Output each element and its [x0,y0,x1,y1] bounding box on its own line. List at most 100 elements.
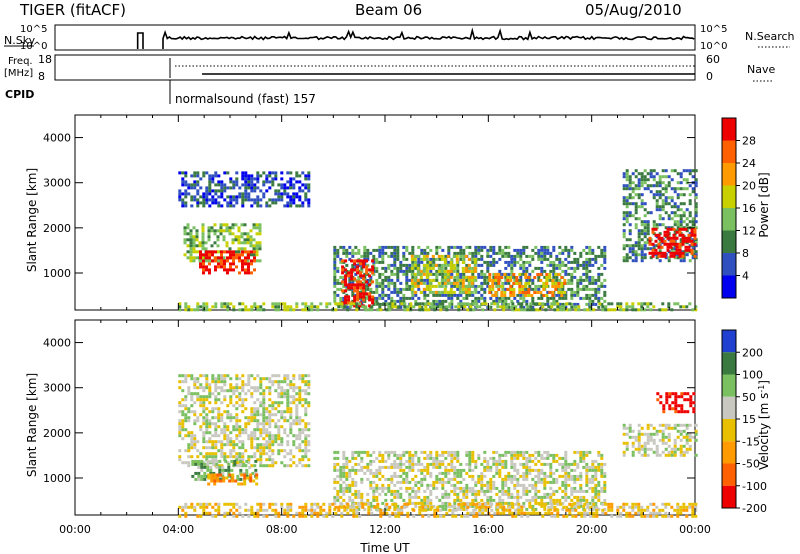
heatmap-cell-0-990 [435,275,439,279]
heatmap-cell-0-120 [232,183,236,187]
heatmap-cell-1-1969 [289,502,293,506]
heatmap-cell-0-2362 [688,214,692,218]
heatmap-cell-1-1345 [465,471,469,475]
heatmap-cell-0-1769 [419,269,423,273]
heatmap-cell-0-2212 [658,232,662,236]
heatmap-cell-0-2507 [178,308,182,312]
heatmap-cell-0-1986 [548,276,552,279]
heatmap-cell-0-2189 [655,193,659,197]
heatmap-cell-0-397 [225,244,229,248]
heatmap-cell-1-325 [235,461,239,465]
heatmap-cell-1-445 [259,413,263,417]
heatmap-cell-1-581 [283,374,287,378]
heatmap-cell-1-1136 [411,459,415,463]
heatmap-cell-0-1928 [503,273,507,276]
heatmap-cell-1-618 [289,410,293,414]
heatmap-cell-1-749 [203,465,207,469]
heatmap-cell-0-1647 [341,271,345,275]
heatmap-cell-0-2537 [232,305,236,309]
heatmap-cell-0-791 [384,284,388,288]
heatmap-cell-0-2078 [634,184,638,188]
heatmap-cell-1-2063 [394,511,398,515]
heatmap-cell-1-1544 [516,492,520,496]
heatmap-cell-1-455 [259,458,263,462]
heatmap-cell-0-1607 [594,293,598,297]
heatmap-cell-0-1740 [371,280,375,284]
heatmap-cell-0-1337 [522,305,526,309]
heatmap-cell-0-2049 [628,184,632,188]
heatmap-cell-0-1155 [477,251,481,255]
heatmap-cell-0-2740 [598,302,602,306]
heatmap-cell-1-83 [193,437,197,441]
heatmap-cell-0-1267 [507,245,511,249]
heatmap-cell-0-997 [438,257,442,261]
heatmap-cell-0-310 [189,241,193,245]
heatmap-cell-0-1779 [422,272,426,276]
heatmap-cell-1-1837 [594,486,598,490]
heatmap-cell-0-1920 [497,276,501,279]
heatmap-cell-1-137 [205,395,209,399]
heatmap-cell-0-768 [378,305,382,309]
heatmap-cell-1-75 [193,386,197,390]
heatmap-cell-0-771 [381,251,385,255]
heatmap-cell-1-929 [351,465,355,469]
heatmap-cell-0-324 [192,256,196,260]
heatmap-cell-0-257 [292,198,296,202]
heatmap-cell-1-1445 [492,459,496,463]
heatmap-cell-0-1081 [459,275,463,279]
heatmap-cell-0-137 [241,177,245,181]
heatmap-cell-0-2663 [460,302,464,306]
heatmap-cell-0-256 [292,195,296,199]
heatmap-cell-1-861 [333,468,337,472]
heatmap-cell-0-805 [387,296,391,300]
heatmap-cell-0-1770 [419,272,423,276]
heatmap-cell-1-1215 [432,456,436,460]
heatmap-cell-1-1818 [591,465,595,469]
heatmap-cell-1-1240 [438,477,442,481]
nave-tick-bottom: 0 [706,70,713,83]
heatmap-cell-0-2051 [628,193,632,197]
heatmap-cell-0-1162 [477,296,481,300]
heatmap-cell-0-224 [280,171,284,175]
heatmap-cell-0-2248 [667,184,671,188]
heatmap-cell-1-86 [193,446,197,450]
heatmap-cell-0-2144 [643,235,647,239]
heatmap-cell-1-1749 [573,459,577,463]
heatmap-cell-1-853 [252,479,256,483]
heatmap-cell-0-2445 [666,245,670,249]
heatmap-cell-1-175 [211,410,215,414]
heatmap-cell-0-74 [211,174,215,178]
heatmap-cell-0-1059 [453,278,457,282]
heatmap-cell-1-1756 [573,489,577,493]
heatmap-cell-1-834 [222,479,226,483]
heatmap-cell-1-1730 [567,462,571,466]
heatmap-cell-1-1089 [399,453,403,457]
heatmap-cell-1-760 [209,468,213,472]
heatmap-cell-0-2737 [589,302,593,306]
heatmap-cell-0-2319 [679,238,683,242]
heatmap-cell-0-2673 [475,302,479,306]
heatmap-cell-0-1404 [543,269,547,273]
heatmap-cell-0-2138 [643,214,647,218]
heatmap-cell-0-2167 [649,190,653,194]
heatmap-cell-0-2467 [678,227,682,231]
heatmap-cell-1-1861 [600,471,604,475]
heatmap-cell-0-1209 [492,245,496,249]
heatmap-cell-0-2438 [663,251,667,255]
heatmap-cell-0-2742 [601,308,605,312]
heatmap-cell-0-17 [184,189,188,193]
heatmap-cell-1-106 [199,404,203,408]
heatmap-cell-0-2763 [634,308,638,312]
heatmap-cell-1-1217 [432,462,436,466]
heatmap-cell-0-1999 [557,285,561,288]
heatmap-cell-0-502 [214,265,217,269]
heatmap-cell-0-2638 [418,305,422,309]
heatmap-cell-1-1691 [555,480,559,484]
heatmap-cell-0-1192 [486,260,490,264]
heatmap-cell-1-356 [241,440,245,444]
heatmap-cell-0-981 [432,293,436,297]
beam-label: Beam 06 [355,1,422,19]
heatmap-cell-1-1567 [522,492,526,496]
heatmap-cell-1-1692 [555,489,559,493]
heatmap-cell-0-1410 [546,245,550,249]
